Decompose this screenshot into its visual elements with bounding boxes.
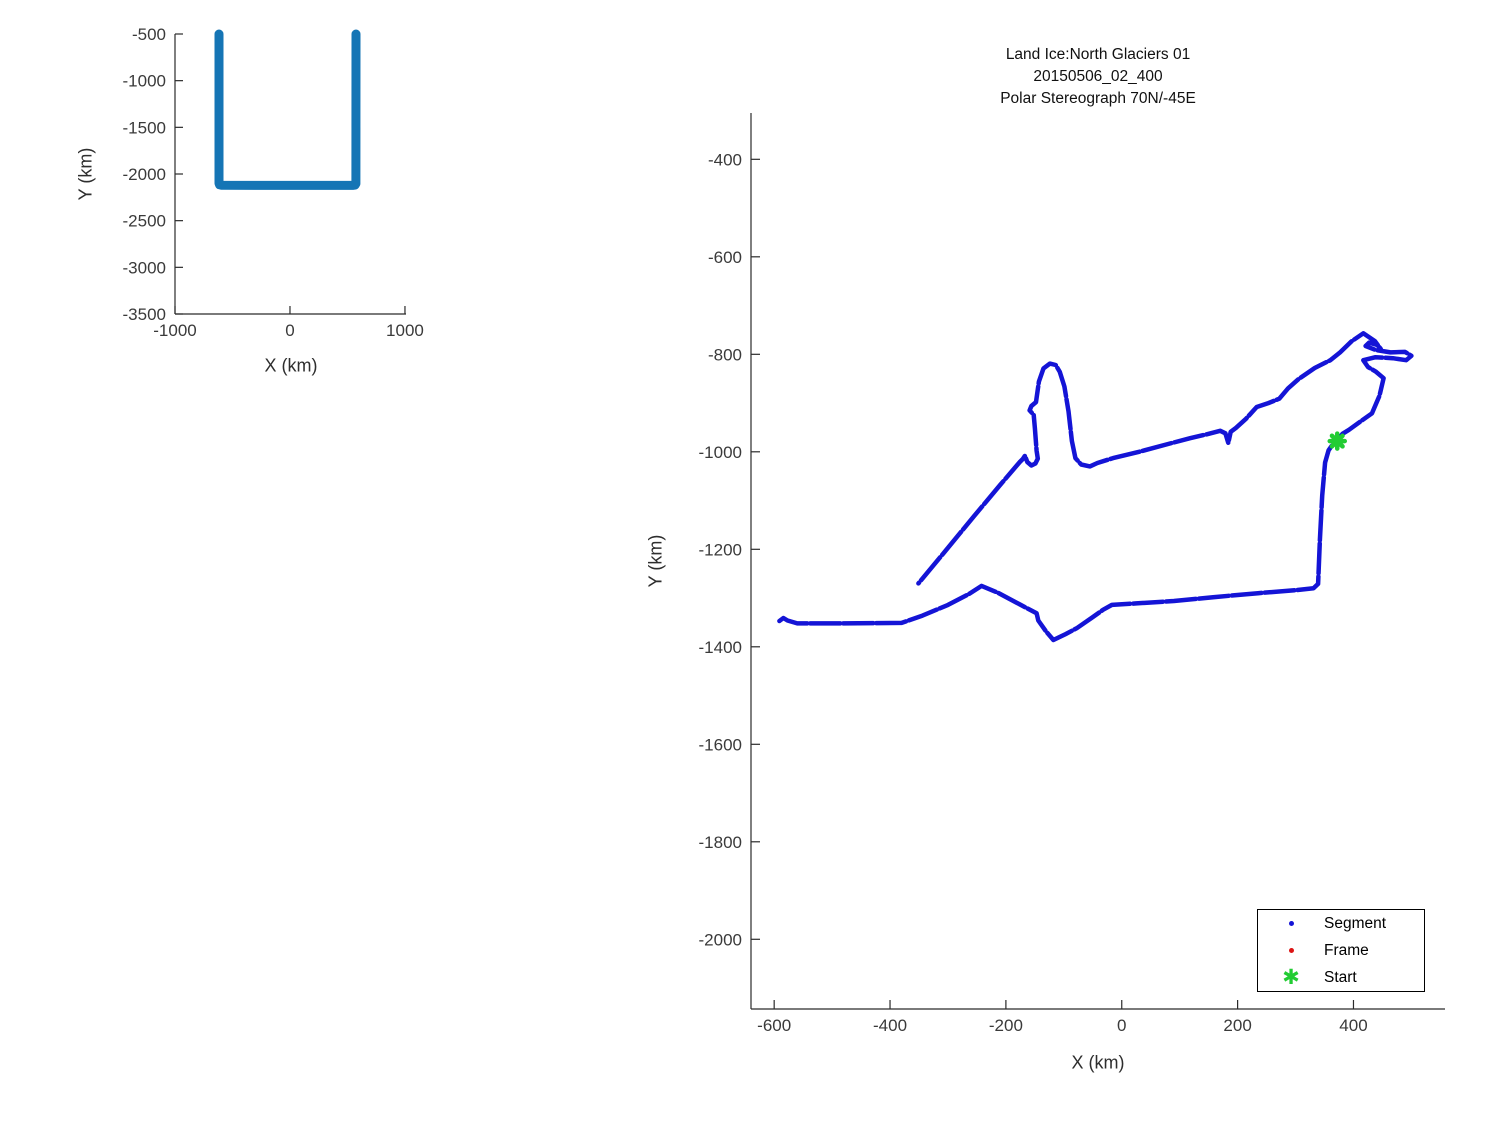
inset-overview-xtick-label: 0 [285,321,294,340]
main-trajectory-xtick-label: 0 [1117,1016,1126,1035]
inset-overview-xtick-label: 1000 [386,321,424,340]
legend-item-segment: Segment [1258,911,1424,937]
plot-title-line-2: 20150506_02_400 [1033,68,1163,85]
main-trajectory-axis-ticks [751,158,1355,1009]
main-trajectory-xtick-label: -400 [873,1016,907,1035]
main-trajectory-axis-spines [750,113,1445,1010]
segment-dot-icon [1258,921,1324,926]
main-trajectory-tick-labels: -600 -400 -200 0 200 400-400-600-800-1000-120… [699,150,1368,1035]
legend-item-frame: Frame [1258,938,1424,964]
main-trajectory-xtick-label: 200 [1223,1016,1251,1035]
legend-label-frame: Frame [1324,941,1369,959]
frame-dot-icon [1258,948,1324,953]
main-trajectory-xtick-label: -600 [757,1016,791,1035]
main-trajectory-plot: -600 -400 -200 0 200 400-400-600-800-1000-120… [699,113,1445,1035]
main-trajectory-ytick-label: -1800 [699,833,742,852]
main-trajectory-ytick-label: -2000 [699,930,742,949]
inset-overview-tick-labels: -1000 0 1000 -500 -1000 -1500 -2000 -2500 -3000 -… [123,25,424,340]
main-trajectory-ytick-label: -400 [708,150,742,169]
start-asterisk-icon: ✱ [1282,966,1300,989]
inset-overview-ytick-label: -1500 [123,118,166,137]
main-trajectory-ytick-label: -600 [708,248,742,267]
inset-overview-ytick-label: -3500 [123,305,166,324]
plot-title-line-3: Polar Stereograph 70N/-45E [1000,90,1196,107]
main-x-axis-label: X (km) [1071,1052,1125,1073]
inset-overview-plot: -1000 0 1000 -500 -1000 -1500 -2000 -2500 -3000 -… [123,25,424,340]
main-trajectory-ytick-label: -1200 [699,540,742,559]
inset-overview-xtick-label: -1000 [153,321,196,340]
main-trajectory-ytick-label: -800 [708,345,742,364]
start-marker [1327,431,1348,451]
segment-track-north [916,331,1414,586]
main-trajectory-xtick-label: 400 [1339,1016,1367,1035]
main-trajectory-ytick-label: -1600 [699,735,742,754]
inset-overview-ytick-label: -3000 [123,258,166,277]
inset-overview-ytick-label: -1000 [123,72,166,91]
main-trajectory-xtick-label: -200 [989,1016,1023,1035]
main-trajectory-ytick-label: -1000 [699,443,742,462]
plot-title: Land Ice:North Glaciers 01 20150506_02_4… [748,44,1448,110]
inset-overview-axis-spines [174,34,406,315]
inset-x-axis-label: X (km) [264,355,318,376]
legend: Segment Frame ✱ Start [1257,909,1425,992]
legend-item-start: ✱ Start [1258,965,1424,991]
legend-label-start: Start [1324,968,1357,986]
inset-overview-ytick-label: -2000 [123,165,166,184]
inset-y-axis-label: Y (km) [75,147,96,201]
inset-overview-ytick-label: -500 [132,25,166,44]
legend-label-segment: Segment [1324,914,1387,932]
plot-title-line-1: Land Ice:North Glaciers 01 [1005,46,1191,63]
inset-overview-ytick-label: -2500 [123,212,166,231]
survey-box-outline [214,29,361,190]
main-y-axis-label: Y (km) [645,534,666,588]
segment-track-south [777,438,1340,643]
main-trajectory-ytick-label: -1400 [699,638,742,657]
inset-overview-axis-ticks [174,33,406,315]
